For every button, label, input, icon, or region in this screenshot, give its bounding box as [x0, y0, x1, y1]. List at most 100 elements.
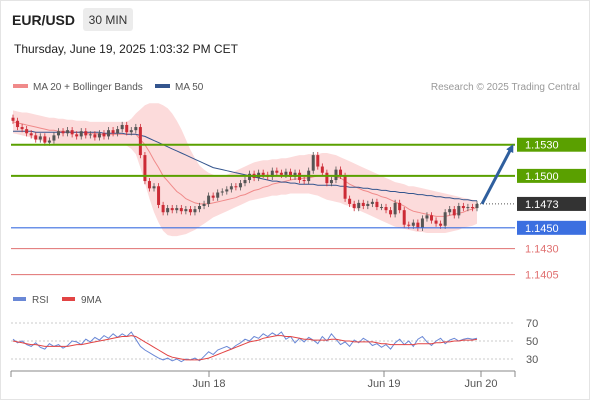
candle-body — [443, 212, 447, 226]
levels-layer: 1.1530 1.1500 1.1473 1.1450 1.1430 1.1405 — [11, 137, 586, 282]
candle-body — [430, 215, 434, 221]
x-tick-label: Jun 19 — [367, 378, 400, 390]
candle-body — [102, 133, 106, 137]
candle-body — [52, 135, 56, 141]
forecast-arrow — [480, 144, 514, 205]
candle-body — [375, 201, 379, 208]
candle-body — [270, 170, 274, 177]
candle-body — [84, 131, 88, 136]
candle-body — [384, 207, 388, 211]
candle-body — [475, 203, 479, 209]
candle-body — [234, 186, 238, 188]
candle-body — [184, 209, 188, 212]
legend-ma50-swatch — [155, 84, 170, 88]
candle-body — [329, 180, 333, 184]
level-label-secondary: 1.1430 — [525, 244, 559, 256]
candle-body — [389, 210, 393, 215]
candle-body — [125, 124, 129, 133]
candle-body — [134, 127, 138, 131]
legend-ma50-label: MA 50 — [175, 82, 204, 93]
candle-body — [352, 203, 356, 209]
candle-body — [152, 186, 156, 189]
price-plot — [11, 103, 479, 237]
candle-body — [316, 155, 320, 167]
candle-body — [116, 129, 120, 134]
candle-body — [439, 223, 443, 226]
candle-body — [111, 130, 115, 134]
level-tag-support — [517, 220, 586, 235]
candle-body — [97, 133, 101, 138]
legend-9ma-label: 9MA — [81, 295, 102, 306]
candle-body — [420, 218, 424, 228]
candle-body — [248, 173, 252, 181]
candle-body — [370, 201, 374, 204]
candle-body — [47, 140, 51, 143]
candle-body — [70, 130, 74, 135]
candle-body — [198, 206, 202, 210]
candle-body — [75, 134, 79, 137]
candle-body — [216, 192, 220, 198]
credit-label: Research © 2025 Trading Central — [431, 82, 580, 93]
candle-body — [43, 136, 47, 143]
datetime-stamp: Thursday, June 19, 2025 1:03:32 PM CET — [14, 42, 238, 56]
candle-body — [275, 170, 279, 173]
candle-body — [229, 186, 233, 190]
candle-body — [407, 224, 411, 226]
candle-body — [93, 134, 97, 138]
candle-body — [138, 127, 142, 156]
candle-body — [357, 202, 361, 209]
candle-body — [361, 202, 365, 207]
candle-body — [243, 180, 247, 184]
candle-body — [398, 202, 402, 211]
candle-body — [170, 208, 174, 211]
level-label-resistance: 1.1530 — [525, 140, 559, 152]
candle-body — [29, 133, 33, 136]
candle-body — [339, 169, 343, 176]
level-label-secondary: 1.1405 — [525, 270, 559, 282]
rsi-tick-label: 70 — [526, 318, 538, 330]
candle-body — [157, 186, 161, 205]
candle-body — [425, 215, 429, 219]
current-price-label: 1.1473 — [525, 199, 559, 211]
candle-body — [34, 135, 38, 140]
candle-body — [107, 130, 111, 137]
legend-9ma-swatch — [62, 297, 75, 301]
candle-body — [434, 220, 438, 224]
candle-body — [175, 208, 179, 211]
timeframe-label: 30 MIN — [88, 12, 128, 27]
candle-body — [188, 209, 192, 213]
rsi-ma-line — [12, 335, 478, 361]
candle-body — [302, 180, 306, 182]
candle-body — [261, 172, 265, 175]
x-tick-label: Jun 18 — [192, 378, 225, 390]
rsi-plot: 70 50 30 — [11, 318, 538, 366]
level-label-support: 1.1450 — [525, 223, 559, 235]
legend-rsi-label: RSI — [32, 295, 49, 306]
chart-header: EUR/USD 30 MIN — [1, 1, 589, 38]
candle-body — [448, 209, 452, 213]
candle-body — [334, 169, 338, 181]
candle-body — [470, 207, 474, 209]
candle-body — [66, 130, 70, 134]
candle-body — [411, 222, 415, 226]
candle-body — [38, 136, 42, 140]
candle-body — [129, 130, 133, 133]
candle-body — [325, 172, 329, 184]
timeframe-button[interactable]: 30 MIN — [83, 8, 133, 31]
x-axis: Jun 18 Jun 19 Jun 20 — [10, 370, 516, 390]
candle-body — [348, 198, 352, 204]
candle-body — [207, 195, 211, 204]
candle-body — [288, 171, 292, 177]
candle-body — [343, 175, 347, 199]
candle-body — [416, 222, 420, 228]
x-tick-label: Jun 20 — [464, 378, 497, 390]
candle-body — [166, 208, 170, 213]
candle-body — [225, 189, 229, 192]
candle-body — [220, 191, 224, 193]
candle-body — [88, 134, 92, 136]
candle-body — [466, 207, 470, 209]
candle-body — [120, 124, 124, 130]
rsi-tick-label: 50 — [526, 336, 538, 348]
